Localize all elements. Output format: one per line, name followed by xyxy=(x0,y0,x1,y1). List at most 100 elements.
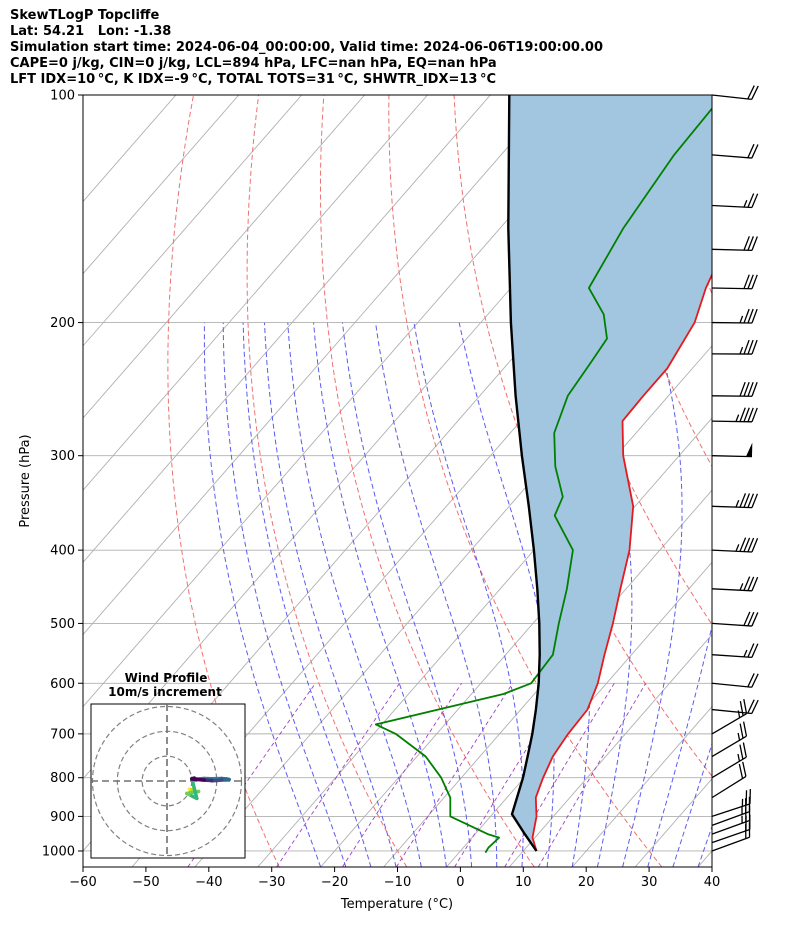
index-info: LFT IDX=10 °C, K IDX=-9 °C, TOTAL TOTS=3… xyxy=(10,72,497,87)
barb-flag xyxy=(747,576,755,591)
x-tick-label: −10 xyxy=(384,875,411,890)
moist-adiabat-line xyxy=(672,742,712,867)
stability-info: CAPE=0 j/kg, CIN=0 j/kg, LCL=894 hPa, LF… xyxy=(10,56,497,71)
barb-shaft xyxy=(711,505,752,509)
barb-flag xyxy=(747,643,755,658)
wind-barb xyxy=(711,742,747,779)
isotherm-line xyxy=(83,95,617,708)
barb-flag xyxy=(751,274,758,289)
mixing-ratio-line xyxy=(537,683,647,867)
x-tick-label: −60 xyxy=(69,875,96,890)
barb-flag xyxy=(743,537,751,552)
wind-barb xyxy=(711,673,759,688)
moist-adiabat-line xyxy=(242,322,372,867)
x-axis-label: Temperature (°C) xyxy=(340,897,453,912)
barb-shaft xyxy=(711,708,752,715)
barb-half-flag xyxy=(737,753,741,762)
barb-flag xyxy=(751,576,759,592)
barb-flag xyxy=(747,308,754,324)
location-info: Lat: 54.21 Lon: -1.38 xyxy=(10,24,172,39)
wind-barb xyxy=(711,643,759,659)
y-tick-label: 300 xyxy=(50,449,75,464)
barb-half-flag xyxy=(743,199,748,208)
y-tick-label: 800 xyxy=(50,771,75,786)
barb-shaft xyxy=(711,654,752,659)
wind-barb xyxy=(711,274,758,290)
barb-shaft xyxy=(711,154,752,159)
wind-barb xyxy=(711,537,759,553)
hodograph-plot xyxy=(91,704,245,858)
barb-shaft xyxy=(711,287,753,290)
moist-adiabat-line xyxy=(203,322,322,867)
isotherm-line xyxy=(320,417,712,867)
dry-adiabat-line xyxy=(715,95,794,867)
barb-shaft xyxy=(711,622,752,627)
wind-barb xyxy=(711,193,759,209)
hodograph-segment xyxy=(190,776,199,801)
y-tick-label: 600 xyxy=(50,677,75,692)
dewpoint-line xyxy=(374,107,712,854)
barb-shaft xyxy=(711,803,751,818)
barb-flag xyxy=(747,236,754,251)
barb-flag xyxy=(742,742,747,758)
hodograph-segment xyxy=(190,776,197,781)
barb-flag xyxy=(747,673,755,688)
y-tick-label: 500 xyxy=(50,617,75,632)
barb-flag xyxy=(751,699,759,714)
barb-flag xyxy=(751,308,758,324)
barb-half-flag xyxy=(743,649,748,658)
isotherm-line xyxy=(383,489,712,867)
barb-half-flag xyxy=(737,732,741,741)
barb-flag xyxy=(751,612,759,627)
barb-shaft xyxy=(711,713,747,735)
dry-adiabat-line xyxy=(388,95,663,867)
wind-barb xyxy=(711,788,751,818)
barb-flag xyxy=(751,673,759,688)
barb-shaft xyxy=(711,819,750,835)
barb-flag xyxy=(751,193,759,208)
barb-flag xyxy=(747,407,754,422)
barb-half-flag xyxy=(739,583,744,591)
x-tick-label: −50 xyxy=(132,875,159,890)
isotherm-line xyxy=(83,95,554,636)
barb-shaft xyxy=(711,549,752,553)
barb-shaft xyxy=(711,682,752,688)
barb-shaft xyxy=(711,811,750,826)
x-tick-label: 40 xyxy=(704,875,721,890)
isotherm-line xyxy=(83,95,428,491)
dry-adiabat-line xyxy=(453,95,712,778)
wind-barb xyxy=(711,143,759,159)
cin-shading xyxy=(508,95,712,851)
wind-barb xyxy=(711,308,758,324)
barb-half-flag xyxy=(735,414,740,422)
barb-flag xyxy=(739,744,744,760)
moist-adiabat-line xyxy=(622,322,683,867)
wind-barb xyxy=(711,761,747,799)
barb-half-flag xyxy=(735,499,740,508)
barb-flag xyxy=(747,274,754,289)
barb-shaft xyxy=(711,204,752,209)
isotherm-line xyxy=(83,95,491,564)
barb-flag xyxy=(743,407,750,422)
wind-barb xyxy=(711,85,759,100)
barb-flag xyxy=(739,407,746,422)
x-tick-label: 20 xyxy=(578,875,595,890)
temperature-line xyxy=(531,272,712,852)
dry-adiabat-line xyxy=(246,95,408,867)
isotherm-line xyxy=(83,95,365,419)
barb-flag xyxy=(743,698,748,714)
dry-adiabat-line xyxy=(780,95,794,867)
barb-flag xyxy=(742,721,748,737)
y-tick-label: 400 xyxy=(50,544,75,559)
time-info: Simulation start time: 2024-06-04_00:00:… xyxy=(10,40,603,55)
barb-flag xyxy=(751,407,758,423)
wind-barb xyxy=(711,796,751,826)
barb-flag xyxy=(751,85,759,100)
barb-half-flag xyxy=(739,346,744,355)
barb-shaft xyxy=(711,248,753,252)
mixing-ratio-line xyxy=(504,683,615,867)
barb-flag xyxy=(751,493,759,508)
wind-barb xyxy=(711,576,759,592)
barb-flag xyxy=(743,308,750,324)
barb-shaft xyxy=(711,94,752,100)
